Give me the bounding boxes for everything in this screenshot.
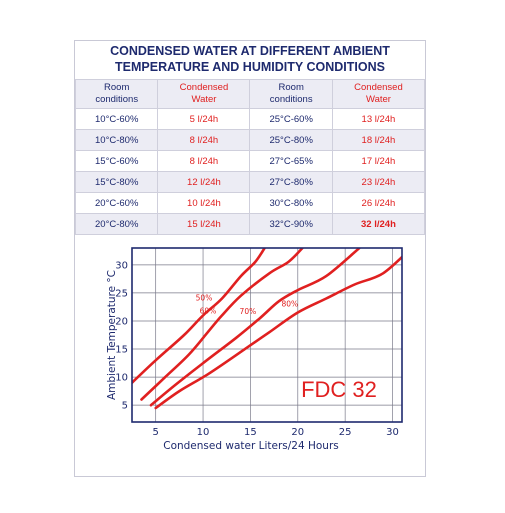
table-cell: 15°C-80% <box>74 171 159 193</box>
table-cell: 32 l/24h <box>331 213 426 235</box>
title-line-2: TEMPERATURE AND HUMIDITY CONDITIONS <box>115 60 385 74</box>
series-label: 80% <box>281 300 298 309</box>
table-row: 15°C-60% 8 l/24h 27°C-65% 17 l/24h <box>74 150 426 172</box>
y-tick-label: 20 <box>115 316 128 327</box>
plot-frame <box>131 247 403 423</box>
chart-title: CONDENSED WATER AT DIFFERENT AMBIENT TEM… <box>75 43 425 75</box>
chart-curves <box>132 248 402 410</box>
chart-grid <box>132 248 402 422</box>
table-cell: 15 l/24h <box>157 213 251 235</box>
table-cell: 27°C-80% <box>249 171 333 193</box>
condensed-water-chart: 5 10 15 20 25 30 5 10 15 20 25 30 50% 60% 70% 80% FDC… <box>106 247 403 452</box>
table-cell: 8 l/24h <box>157 129 251 151</box>
header-text: Water <box>365 94 391 105</box>
x-axis-label: Condensed water Liters/24 Hours <box>163 440 339 452</box>
series-labels: 50% 60% 70% 80% <box>196 294 298 317</box>
table-row: 10°C-80% 8 l/24h 25°C-80% 18 l/24h <box>74 129 426 151</box>
table-cell: 10°C-80% <box>74 129 159 151</box>
table-cell: 10 l/24h <box>157 192 251 214</box>
conditions-table: Room conditions Condensed Water Room condit… <box>74 79 426 235</box>
series-curve-80pct <box>154 255 402 410</box>
table-cell: 27°C-65% <box>249 150 333 172</box>
table-cell: 10°C-60% <box>74 108 159 130</box>
y-axis-label: Ambient Temperature °C <box>106 270 118 400</box>
table-cell: 18 l/24h <box>331 129 426 151</box>
table-cell: 8 l/24h <box>157 150 251 172</box>
series-label: 50% <box>196 294 213 303</box>
y-tick-label: 10 <box>115 373 128 384</box>
header-text: Room <box>104 82 130 93</box>
table-row: 20°C-60% 10 l/24h 30°C-80% 26 l/24h <box>74 192 426 214</box>
header-room-conditions-1: Room conditions <box>74 79 159 109</box>
header-room-conditions-2: Room conditions <box>249 79 333 109</box>
table-row: 15°C-80% 12 l/24h 27°C-80% 23 l/24h <box>74 171 426 193</box>
x-axis-ticks: 5 10 15 20 25 30 <box>152 427 398 438</box>
table-cell: 23 l/24h <box>331 171 426 193</box>
y-tick-label: 5 <box>122 401 128 412</box>
x-tick-label: 25 <box>339 427 352 438</box>
table-cell: 12 l/24h <box>157 171 251 193</box>
table-cell: 26 l/24h <box>331 192 426 214</box>
header-text: Condensed <box>179 82 229 93</box>
table-cell: 30°C-80% <box>249 192 333 214</box>
header-text: conditions <box>95 94 139 105</box>
x-tick-label: 20 <box>291 427 304 438</box>
table-cell: 15°C-60% <box>74 150 159 172</box>
table-header-row: Room conditions Condensed Water Room condit… <box>74 79 426 109</box>
series-curve-70pct <box>149 248 361 407</box>
header-condensed-water-2: Condensed Water <box>331 79 426 109</box>
series-label: 60% <box>200 306 217 315</box>
condensed-water-panel: CONDENSED WATER AT DIFFERENT AMBIENT TEM… <box>74 40 426 477</box>
table-cell: 25°C-80% <box>249 129 333 151</box>
table-cell: 5 l/24h <box>157 108 251 130</box>
y-tick-label: 15 <box>115 345 128 356</box>
title-line-1: CONDENSED WATER AT DIFFERENT AMBIENT <box>110 44 390 58</box>
x-tick-label: 15 <box>244 427 257 438</box>
x-tick-label: 30 <box>386 427 399 438</box>
table-cell: 17 l/24h <box>331 150 426 172</box>
header-text: Room <box>278 82 304 93</box>
table-cell: 32°C-90% <box>249 213 333 235</box>
table-row: 10°C-60% 5 l/24h 25°C-60% 13 l/24h <box>74 108 426 130</box>
table-cell: 13 l/24h <box>331 108 426 130</box>
y-axis-ticks: 5 10 15 20 25 30 <box>115 260 128 411</box>
table-cell: 20°C-60% <box>74 192 159 214</box>
model-label: FDC 32 <box>301 377 377 402</box>
header-condensed-water-1: Condensed Water <box>157 79 251 109</box>
header-text: conditions <box>269 94 313 105</box>
y-tick-label: 30 <box>115 260 128 271</box>
header-text: Condensed <box>354 82 403 93</box>
series-label: 70% <box>240 307 257 316</box>
header-text: Water <box>191 94 217 105</box>
x-tick-label: 5 <box>152 427 158 438</box>
x-tick-label: 10 <box>197 427 210 438</box>
series-curve-60pct <box>140 248 304 401</box>
series-curve-50pct <box>132 248 266 384</box>
table-cell: 20°C-80% <box>74 213 159 235</box>
y-tick-label: 25 <box>115 288 128 299</box>
table-cell: 25°C-60% <box>249 108 333 130</box>
table-row: 20°C-80% 15 l/24h 32°C-90% 32 l/24h <box>74 213 426 235</box>
